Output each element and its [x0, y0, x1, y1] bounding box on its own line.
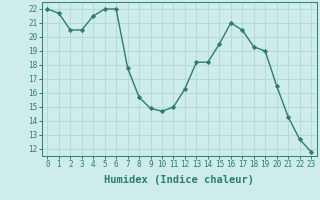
X-axis label: Humidex (Indice chaleur): Humidex (Indice chaleur): [104, 175, 254, 185]
